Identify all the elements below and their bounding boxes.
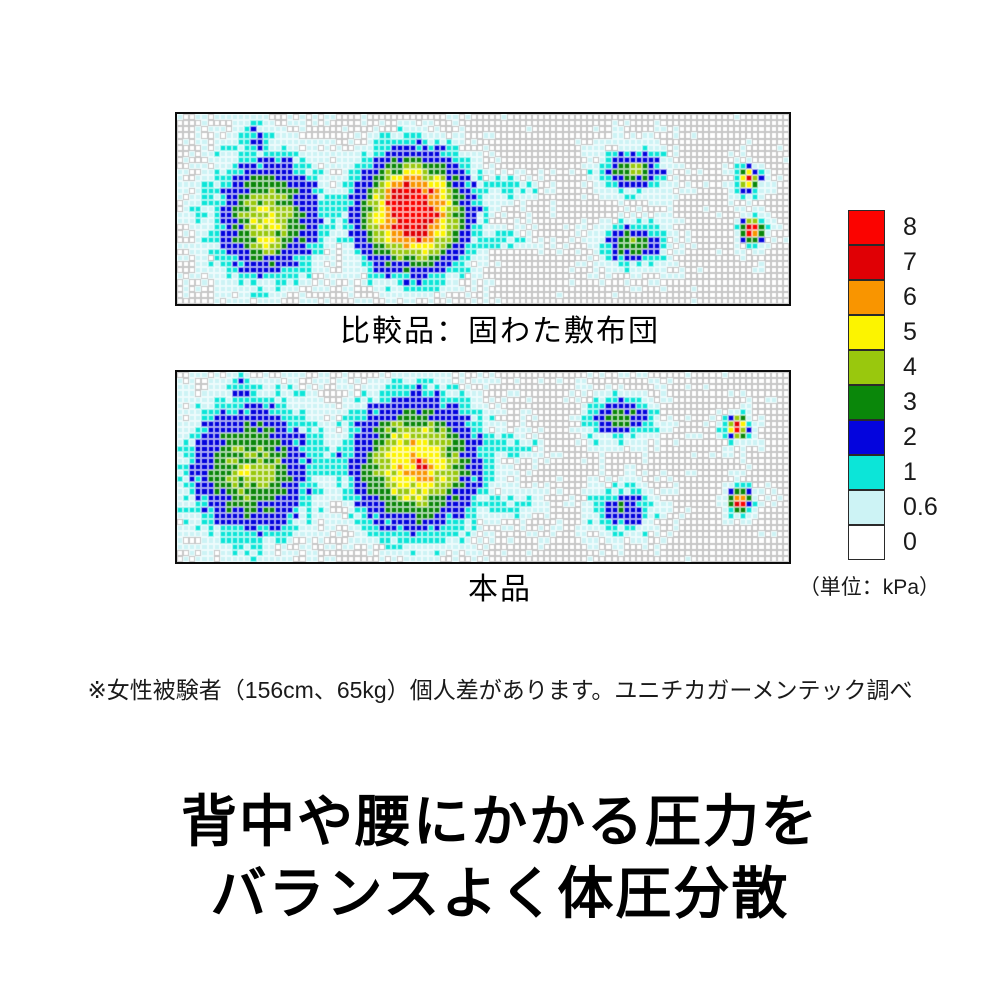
headline-line-1: 背中や腰にかかる圧力を (181, 790, 819, 853)
legend-swatch (848, 349, 885, 385)
legend-swatch (848, 489, 885, 525)
legend-swatch (848, 524, 885, 560)
color-scale-legend: 8 7 6 5 4 3 2 1 0.6 0 (848, 209, 938, 560)
legend-swatch (848, 244, 885, 280)
pressure-heatmap-product (175, 370, 791, 564)
legend-label: 7 (903, 248, 917, 276)
heatmap-caption-product: 本品 (468, 573, 532, 606)
legend-row: 2 (848, 419, 938, 455)
legend-unit-label: （単位：kPa） (798, 576, 940, 599)
legend-row: 8 (848, 209, 938, 245)
legend-row: 5 (848, 314, 938, 350)
legend-label: 4 (903, 353, 917, 381)
legend-label: 5 (903, 318, 917, 346)
legend-row: 1 (848, 454, 938, 490)
legend-row: 0 (848, 524, 938, 560)
legend-row: 7 (848, 244, 938, 280)
legend-label: 3 (903, 388, 917, 416)
pressure-heatmap-comparison (175, 112, 791, 306)
legend-label: 2 (903, 423, 917, 451)
legend-label: 6 (903, 283, 917, 311)
legend-label: 1 (903, 458, 917, 486)
heatmap-caption-comparison: 比較品：固わた敷布団 (340, 315, 660, 348)
legend-swatch (848, 209, 885, 245)
legend-row: 0.6 (848, 489, 938, 525)
legend-swatch (848, 384, 885, 420)
legend-row: 6 (848, 279, 938, 315)
headline: 背中や腰にかかる圧力を バランスよく体圧分散 (0, 786, 1000, 930)
legend-label: 0.6 (903, 493, 938, 521)
legend-label: 8 (903, 213, 917, 241)
footnote-text: ※女性被験者（156cm、65kg）個人差があります。ユニチカガーメンテック調べ (87, 677, 913, 703)
legend-label: 0 (903, 528, 917, 556)
legend-swatch (848, 314, 885, 350)
legend-row: 3 (848, 384, 938, 420)
legend-swatch (848, 279, 885, 315)
legend-row: 4 (848, 349, 938, 385)
legend-swatch (848, 419, 885, 455)
legend-swatch (848, 454, 885, 490)
headline-line-2: バランスよく体圧分散 (210, 862, 790, 925)
